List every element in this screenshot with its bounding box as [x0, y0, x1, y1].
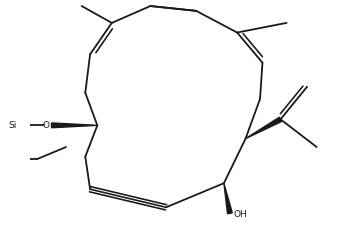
Text: O: O [43, 121, 50, 130]
Polygon shape [52, 123, 97, 128]
Polygon shape [224, 183, 232, 214]
Text: Si: Si [9, 121, 17, 130]
Polygon shape [245, 117, 282, 139]
Text: OH: OH [234, 210, 247, 219]
